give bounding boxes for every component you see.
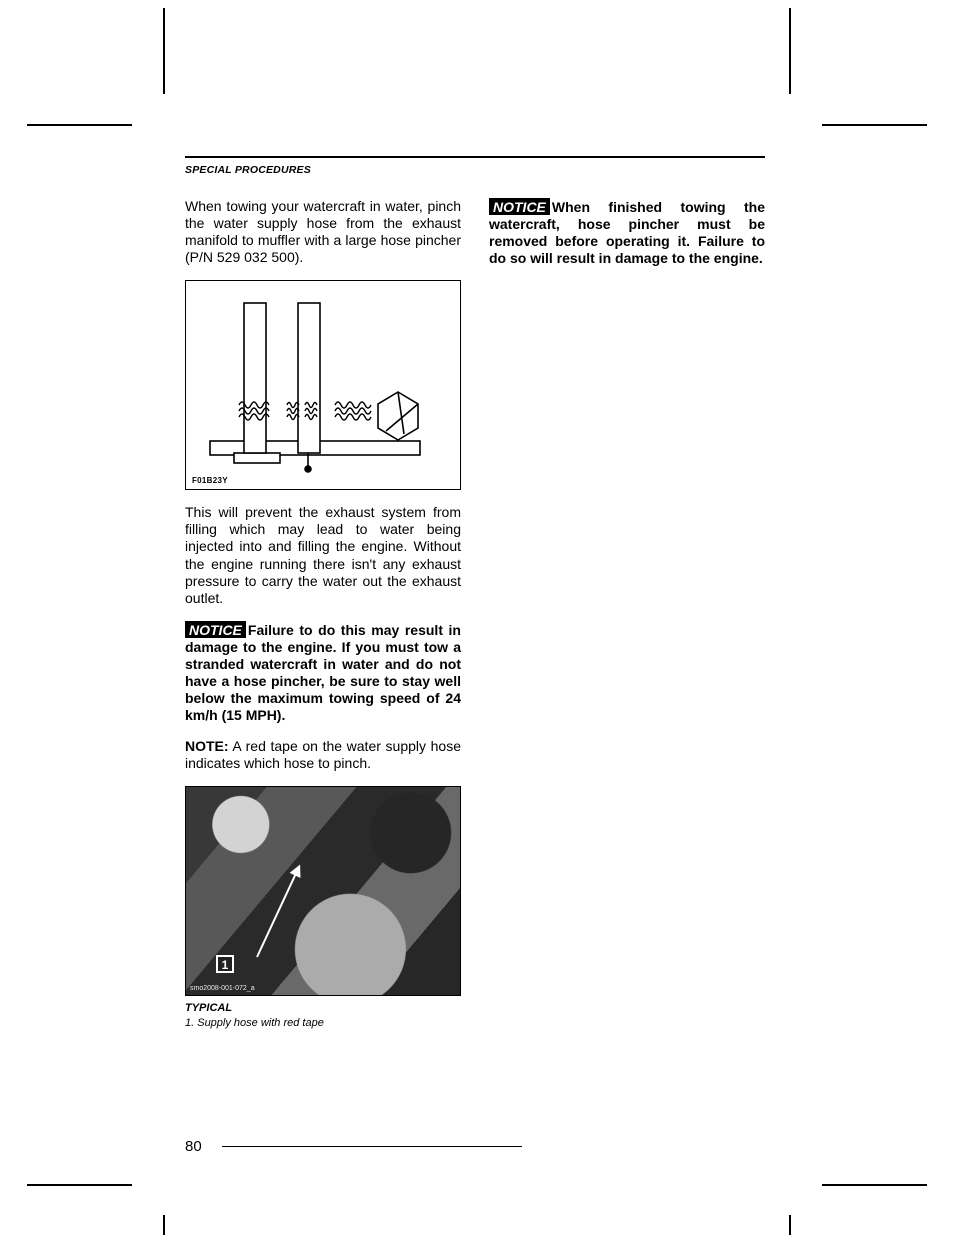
- two-column-layout: When towing your watercraft in water, pi…: [185, 198, 765, 1044]
- figure-hose-pincher-diagram: F01B23Y: [185, 280, 461, 490]
- callout-box: 1: [216, 955, 234, 973]
- notice-badge: NOTICE: [489, 198, 550, 215]
- crop-mark: [163, 1215, 165, 1235]
- section-header: SPECIAL PROCEDURES: [185, 164, 765, 176]
- caption-title: TYPICAL: [185, 1002, 232, 1014]
- paragraph: This will prevent the exhaust system fro…: [185, 504, 461, 606]
- figure-engine-photo: 1 smo2008-001-072_a: [185, 786, 461, 996]
- crop-mark: [27, 1184, 132, 1186]
- note-label: NOTE:: [185, 738, 229, 754]
- page-footer: 80: [185, 1138, 765, 1155]
- page-content: SPECIAL PROCEDURES When towing your wate…: [185, 156, 765, 1044]
- figure-caption: TYPICAL 1. Supply hose with red tape: [185, 1001, 461, 1030]
- crop-mark: [789, 8, 791, 94]
- column-right: NOTICEWhen finished towing the watercraf…: [489, 198, 765, 1044]
- figure-code: F01B23Y: [192, 476, 228, 485]
- crop-mark: [27, 124, 132, 126]
- pincher-line-art-icon: [186, 281, 458, 487]
- crop-mark: [822, 1184, 927, 1186]
- crop-mark: [822, 124, 927, 126]
- caption-item: 1. Supply hose with red tape: [185, 1017, 324, 1029]
- notice-paragraph: NOTICEWhen finished towing the watercraf…: [489, 198, 765, 267]
- header-rule: [185, 156, 765, 158]
- crop-mark: [163, 8, 165, 94]
- page-number: 80: [185, 1138, 202, 1155]
- column-left: When towing your watercraft in water, pi…: [185, 198, 461, 1044]
- note-paragraph: NOTE: A red tape on the water supply hos…: [185, 738, 461, 772]
- notice-badge: NOTICE: [185, 621, 246, 638]
- crop-mark: [789, 1215, 791, 1235]
- figure-code: smo2008-001-072_a: [190, 985, 255, 992]
- paragraph: When towing your watercraft in water, pi…: [185, 198, 461, 266]
- footer-rule: [222, 1146, 522, 1147]
- notice-paragraph: NOTICEFailure to do this may result in d…: [185, 621, 461, 724]
